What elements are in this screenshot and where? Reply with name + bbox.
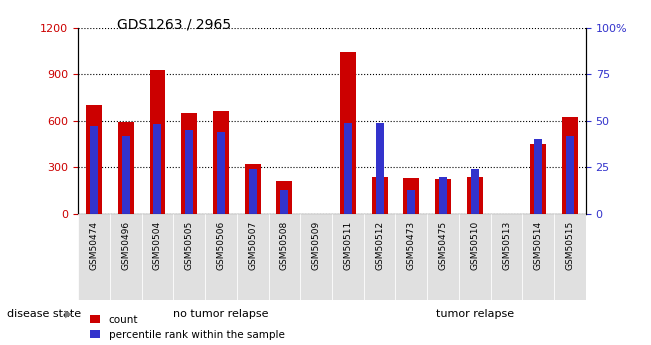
Bar: [404, 178, 419, 214]
Text: GSM50475: GSM50475: [439, 221, 448, 270]
Bar: [408, 190, 415, 214]
Bar: [534, 139, 542, 214]
Bar: [566, 136, 574, 214]
Bar: [427, 214, 459, 300]
Text: GSM50508: GSM50508: [280, 221, 289, 270]
Bar: [364, 214, 395, 300]
Bar: [531, 144, 546, 214]
Bar: [86, 105, 102, 214]
Text: GSM50515: GSM50515: [566, 221, 575, 270]
Text: GSM50507: GSM50507: [248, 221, 257, 270]
Bar: [237, 214, 268, 300]
Bar: [205, 214, 237, 300]
Bar: [471, 169, 478, 214]
Bar: [249, 169, 256, 214]
Bar: [173, 214, 205, 300]
Bar: [332, 214, 364, 300]
Bar: [459, 214, 491, 300]
Bar: [554, 214, 586, 300]
Bar: [435, 179, 451, 214]
Text: GSM50504: GSM50504: [153, 221, 162, 270]
Bar: [90, 126, 98, 214]
Bar: [522, 214, 554, 300]
Text: no tumor relapse: no tumor relapse: [173, 309, 269, 319]
Bar: [372, 177, 387, 214]
Text: GSM50510: GSM50510: [470, 221, 479, 270]
Text: GSM50474: GSM50474: [89, 221, 98, 270]
Bar: [141, 214, 173, 300]
Bar: [186, 130, 193, 214]
Bar: [562, 117, 578, 214]
Bar: [154, 125, 161, 214]
Text: GSM50506: GSM50506: [216, 221, 225, 270]
Text: GSM50513: GSM50513: [502, 221, 511, 270]
Text: GSM50512: GSM50512: [375, 221, 384, 270]
Text: GSM50514: GSM50514: [534, 221, 543, 270]
Legend: count, percentile rank within the sample: count, percentile rank within the sample: [90, 315, 284, 340]
Bar: [245, 164, 260, 214]
Bar: [395, 214, 427, 300]
Text: GSM50511: GSM50511: [343, 221, 352, 270]
Text: disease state: disease state: [7, 309, 81, 319]
Bar: [150, 69, 165, 214]
Bar: [300, 214, 332, 300]
Bar: [277, 180, 292, 214]
Bar: [376, 122, 383, 214]
Bar: [491, 214, 522, 300]
Bar: [281, 190, 288, 214]
Text: GSM50473: GSM50473: [407, 221, 416, 270]
Text: tumor relapse: tumor relapse: [436, 309, 514, 319]
Bar: [110, 214, 141, 300]
Bar: [268, 214, 300, 300]
Bar: [118, 122, 133, 214]
Bar: [467, 177, 483, 214]
Text: ▶: ▶: [65, 309, 73, 319]
Bar: [122, 136, 130, 214]
Bar: [340, 52, 356, 214]
Text: GDS1263 / 2965: GDS1263 / 2965: [117, 17, 231, 31]
Bar: [344, 122, 352, 214]
Text: GSM50496: GSM50496: [121, 221, 130, 270]
Bar: [213, 111, 229, 214]
Bar: [439, 177, 447, 214]
Bar: [78, 214, 110, 300]
Text: GSM50509: GSM50509: [312, 221, 321, 270]
Bar: [217, 132, 225, 214]
Bar: [181, 113, 197, 214]
Text: GSM50505: GSM50505: [185, 221, 194, 270]
